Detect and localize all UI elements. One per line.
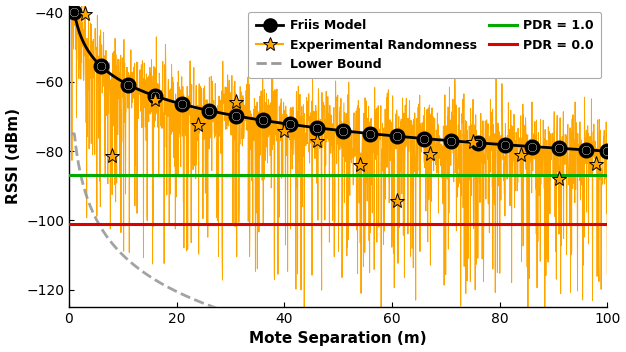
X-axis label: Mote Separation (m): Mote Separation (m) [249, 332, 427, 346]
Y-axis label: RSSI (dBm): RSSI (dBm) [6, 108, 21, 204]
Legend: Friis Model, Experimental Randomness, Lower Bound, PDR = 1.0, PDR = 0.0: Friis Model, Experimental Randomness, Lo… [249, 12, 601, 78]
